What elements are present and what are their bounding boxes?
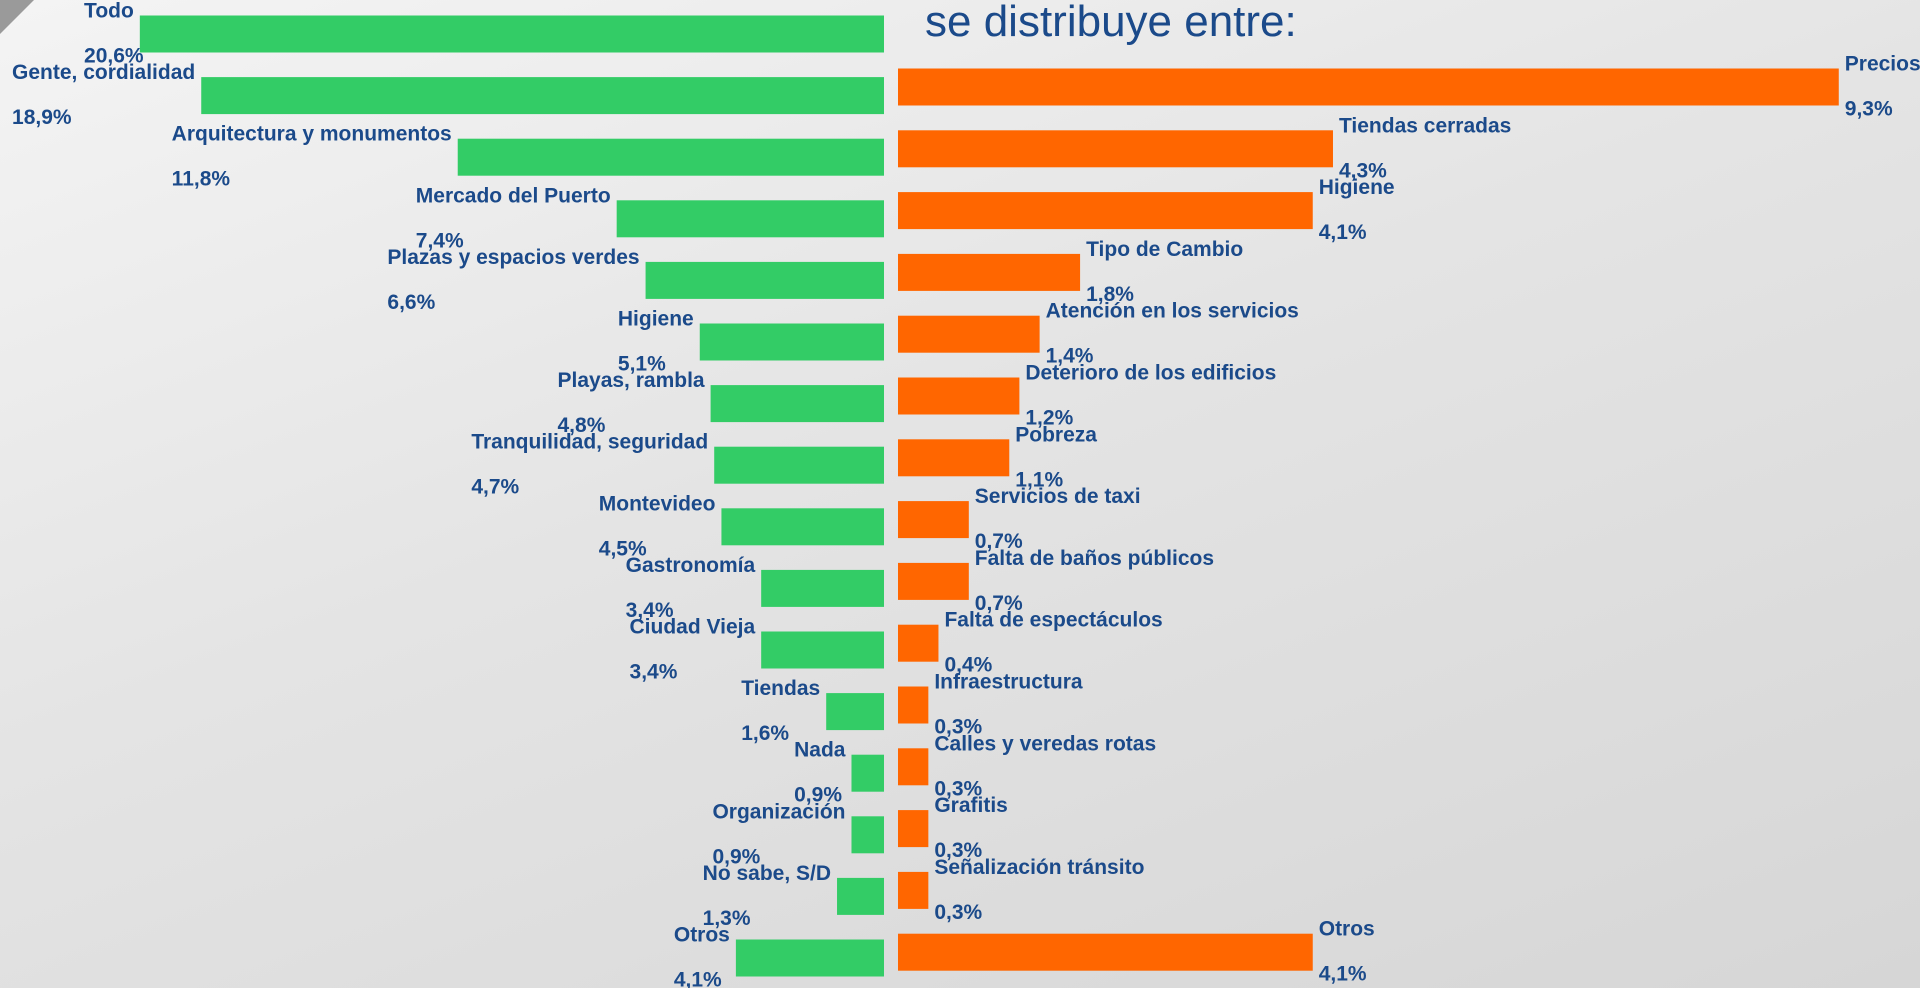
category-label: Falta de baños públicos bbox=[975, 547, 1214, 570]
bar bbox=[898, 871, 929, 909]
category-label: Otros bbox=[1319, 918, 1375, 941]
category-label: Infraestructura bbox=[934, 671, 1083, 694]
bar bbox=[457, 138, 884, 176]
bar bbox=[710, 385, 884, 423]
value-label: 0,7% bbox=[975, 530, 1023, 553]
corner-shadow bbox=[0, 0, 34, 34]
value-label: 0,3% bbox=[934, 839, 982, 862]
value-label: 1,8% bbox=[1086, 283, 1134, 306]
value-label: 1,1% bbox=[1015, 468, 1063, 491]
value-label: 3,4% bbox=[626, 599, 674, 622]
category-label: Atención en los servicios bbox=[1046, 300, 1299, 323]
value-label: 0,9% bbox=[712, 845, 760, 868]
category-label: Nada bbox=[794, 739, 846, 762]
bar bbox=[761, 569, 884, 607]
bar bbox=[826, 693, 884, 731]
bar bbox=[898, 377, 1020, 415]
value-label: 0,3% bbox=[934, 901, 982, 924]
chart-title: se distribuye entre: bbox=[925, 0, 1297, 46]
value-label: 0,3% bbox=[934, 716, 982, 739]
bar bbox=[898, 253, 1081, 291]
category-label: Todo bbox=[84, 0, 134, 23]
category-label: Pobreza bbox=[1015, 423, 1097, 446]
bar bbox=[898, 439, 1010, 477]
value-label: 18,9% bbox=[12, 106, 72, 129]
category-label: Gente, cordialidad bbox=[12, 61, 195, 84]
bar bbox=[898, 686, 929, 724]
category-label: Higiene bbox=[618, 308, 694, 331]
bar bbox=[735, 939, 884, 977]
category-label: Mercado del Puerto bbox=[416, 184, 611, 207]
value-label: 4,8% bbox=[558, 414, 606, 437]
bar bbox=[898, 624, 939, 662]
value-label: 6,6% bbox=[387, 291, 435, 314]
bar bbox=[898, 501, 969, 539]
bar bbox=[898, 933, 1313, 971]
bar bbox=[898, 748, 929, 786]
category-label: Gastronomía bbox=[626, 554, 756, 577]
category-label: Tipo de Cambio bbox=[1086, 238, 1243, 261]
bar bbox=[201, 77, 885, 115]
category-label: Otros bbox=[674, 924, 730, 947]
value-label: 1,2% bbox=[1025, 407, 1073, 430]
value-label: 0,4% bbox=[944, 654, 992, 677]
category-label: Servicios de taxi bbox=[975, 485, 1141, 508]
bar bbox=[898, 68, 1839, 106]
category-label: Higiene bbox=[1319, 176, 1395, 199]
bar bbox=[699, 323, 884, 361]
value-label: 0,9% bbox=[794, 784, 842, 807]
value-label: 4,1% bbox=[674, 969, 722, 988]
value-label: 1,6% bbox=[741, 722, 789, 745]
category-label: Playas, rambla bbox=[558, 369, 705, 392]
value-label: 4,1% bbox=[1319, 963, 1367, 986]
value-label: 4,1% bbox=[1319, 221, 1367, 244]
value-label: 20,6% bbox=[84, 45, 144, 68]
bar bbox=[898, 810, 929, 848]
bar bbox=[616, 200, 884, 238]
category-label: Precios bbox=[1845, 53, 1920, 76]
bar bbox=[721, 508, 884, 546]
bar bbox=[851, 754, 884, 792]
category-label: Deterioro de los edificios bbox=[1025, 362, 1276, 385]
category-label: Señalización tránsito bbox=[934, 856, 1144, 879]
value-label: 11,8% bbox=[172, 168, 231, 191]
value-label: 5,1% bbox=[618, 353, 666, 376]
category-label: No sabe, S/D bbox=[703, 862, 831, 885]
category-label: Organización bbox=[712, 800, 845, 823]
value-label: 0,7% bbox=[975, 592, 1023, 615]
value-label: 4,7% bbox=[471, 476, 519, 499]
bar bbox=[714, 446, 884, 484]
value-label: 1,3% bbox=[703, 907, 751, 930]
value-label: 3,4% bbox=[630, 661, 678, 684]
value-label: 4,3% bbox=[1339, 159, 1387, 182]
category-label: Calles y veredas rotas bbox=[934, 732, 1156, 755]
bar bbox=[139, 15, 884, 53]
bar bbox=[898, 315, 1040, 353]
category-label: Tiendas bbox=[741, 677, 820, 700]
value-label: 0,3% bbox=[934, 777, 982, 800]
value-label: 7,4% bbox=[416, 229, 464, 252]
bar bbox=[898, 192, 1313, 230]
bar bbox=[645, 261, 884, 299]
category-label: Ciudad Vieja bbox=[630, 616, 756, 639]
bar bbox=[898, 562, 969, 600]
value-label: 4,5% bbox=[599, 537, 647, 560]
bar bbox=[761, 631, 884, 669]
value-label: 1,4% bbox=[1046, 345, 1094, 368]
category-label: Falta de espectáculos bbox=[944, 609, 1162, 632]
category-label: Montevideo bbox=[599, 492, 716, 515]
bar bbox=[851, 816, 884, 854]
value-label: 9,3% bbox=[1845, 98, 1893, 121]
category-label: Grafitis bbox=[934, 794, 1008, 817]
category-label: Tranquilidad, seguridad bbox=[471, 431, 708, 454]
bar bbox=[898, 130, 1333, 168]
category-label: Arquitectura y monumentos bbox=[172, 123, 452, 146]
category-label: Plazas y espacios verdes bbox=[387, 246, 639, 269]
bar bbox=[837, 877, 884, 915]
category-label: Tiendas cerradas bbox=[1339, 114, 1511, 137]
